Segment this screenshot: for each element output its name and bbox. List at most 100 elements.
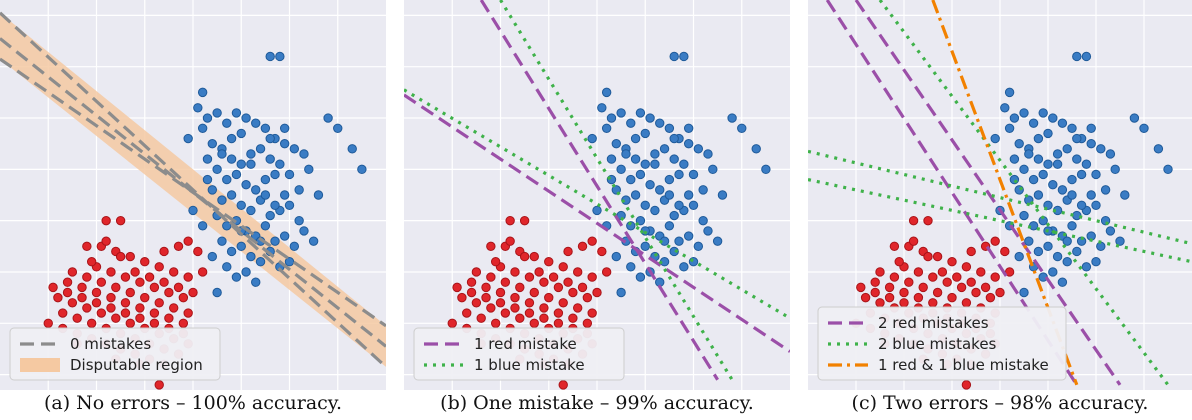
red-point xyxy=(43,318,53,328)
blue-point xyxy=(712,236,723,246)
red-point xyxy=(587,308,597,318)
blue-point xyxy=(669,133,679,144)
blue-point xyxy=(217,149,227,159)
blue-point xyxy=(616,287,626,298)
blue-point xyxy=(1043,241,1053,252)
red-point xyxy=(923,251,933,262)
blue-point xyxy=(246,251,256,262)
red-point xyxy=(875,298,885,308)
blue-point xyxy=(212,164,222,175)
blue-point xyxy=(664,221,675,231)
red-point xyxy=(539,303,549,313)
red-point xyxy=(48,282,58,293)
red-point xyxy=(481,292,491,303)
blue-point xyxy=(212,108,222,118)
boundary-line xyxy=(0,11,386,369)
red-point xyxy=(985,292,996,303)
red-point xyxy=(115,251,126,262)
red-point xyxy=(995,287,1005,298)
red-point xyxy=(86,257,97,267)
blue-point xyxy=(737,123,747,133)
red-point xyxy=(899,287,909,298)
red-point xyxy=(452,282,462,293)
red-point xyxy=(884,282,895,293)
red-point xyxy=(495,298,506,308)
legend-label: 2 red mistakes xyxy=(878,314,989,332)
red-point xyxy=(553,282,564,293)
red-point xyxy=(193,246,203,257)
red-point xyxy=(899,298,909,308)
blue-point xyxy=(1076,169,1087,180)
blue-point xyxy=(674,169,684,180)
red-point xyxy=(553,318,564,328)
blue-point xyxy=(990,133,1000,144)
blue-point xyxy=(1057,118,1068,128)
blue-point xyxy=(323,113,333,123)
blue-point xyxy=(650,205,660,216)
blue-point xyxy=(197,221,208,231)
red-point xyxy=(860,292,871,303)
blue-point xyxy=(217,195,227,205)
red-point xyxy=(577,282,588,293)
blue-point xyxy=(1048,267,1058,277)
blue-point xyxy=(698,185,708,195)
red-point xyxy=(990,272,1000,282)
red-point xyxy=(58,308,68,318)
red-point xyxy=(471,267,482,277)
blue-point xyxy=(626,118,636,128)
blue-point xyxy=(1014,138,1024,149)
blue-point xyxy=(703,149,713,159)
panel-c: 2 red mistakes 2 blue mistakes 1 red & 1 b… xyxy=(808,0,1192,390)
blue-point xyxy=(1062,144,1072,154)
blue-point xyxy=(587,133,597,144)
red-point xyxy=(932,251,943,262)
blue-point xyxy=(241,180,251,190)
blue-point xyxy=(727,113,737,123)
blue-point xyxy=(1004,123,1015,133)
legend-box xyxy=(9,327,221,381)
blue-point xyxy=(664,123,675,133)
blue-point xyxy=(217,236,227,246)
blue-point xyxy=(251,185,261,195)
blue-point xyxy=(251,118,261,128)
red-point xyxy=(82,241,92,252)
blue-point xyxy=(664,174,675,185)
blue-point xyxy=(635,215,646,226)
red-point xyxy=(144,272,155,282)
red-point xyxy=(115,215,126,226)
blue-point xyxy=(1014,185,1024,195)
red-point xyxy=(495,287,506,298)
blue-point xyxy=(1033,246,1044,257)
red-point xyxy=(183,308,193,318)
blue-point xyxy=(231,169,242,180)
blue-point xyxy=(606,154,617,164)
red-point xyxy=(548,272,559,282)
boundary-line xyxy=(808,149,1192,246)
red-point xyxy=(870,277,880,287)
blue-point xyxy=(265,154,275,164)
blue-point xyxy=(688,169,699,180)
blue-point xyxy=(640,241,650,252)
red-point xyxy=(466,287,477,298)
blue-point xyxy=(1038,169,1048,180)
blue-point xyxy=(606,113,617,123)
blue-point xyxy=(630,154,641,164)
blue-point xyxy=(251,277,261,287)
blue-point xyxy=(1057,185,1068,195)
blue-point xyxy=(655,185,665,195)
red-point xyxy=(961,262,972,272)
red-point xyxy=(486,272,496,282)
red-point xyxy=(135,313,145,323)
blue-point xyxy=(226,246,237,257)
red-point xyxy=(164,287,174,298)
blue-point xyxy=(635,272,646,282)
blue-point xyxy=(279,123,290,133)
blue-point xyxy=(1014,251,1024,262)
blue-point xyxy=(1019,108,1029,118)
blue-point xyxy=(265,51,275,62)
blue-point xyxy=(270,236,280,246)
red-point xyxy=(164,313,174,323)
red-point xyxy=(587,236,597,246)
blue-point xyxy=(255,257,266,267)
red-point xyxy=(106,267,116,277)
